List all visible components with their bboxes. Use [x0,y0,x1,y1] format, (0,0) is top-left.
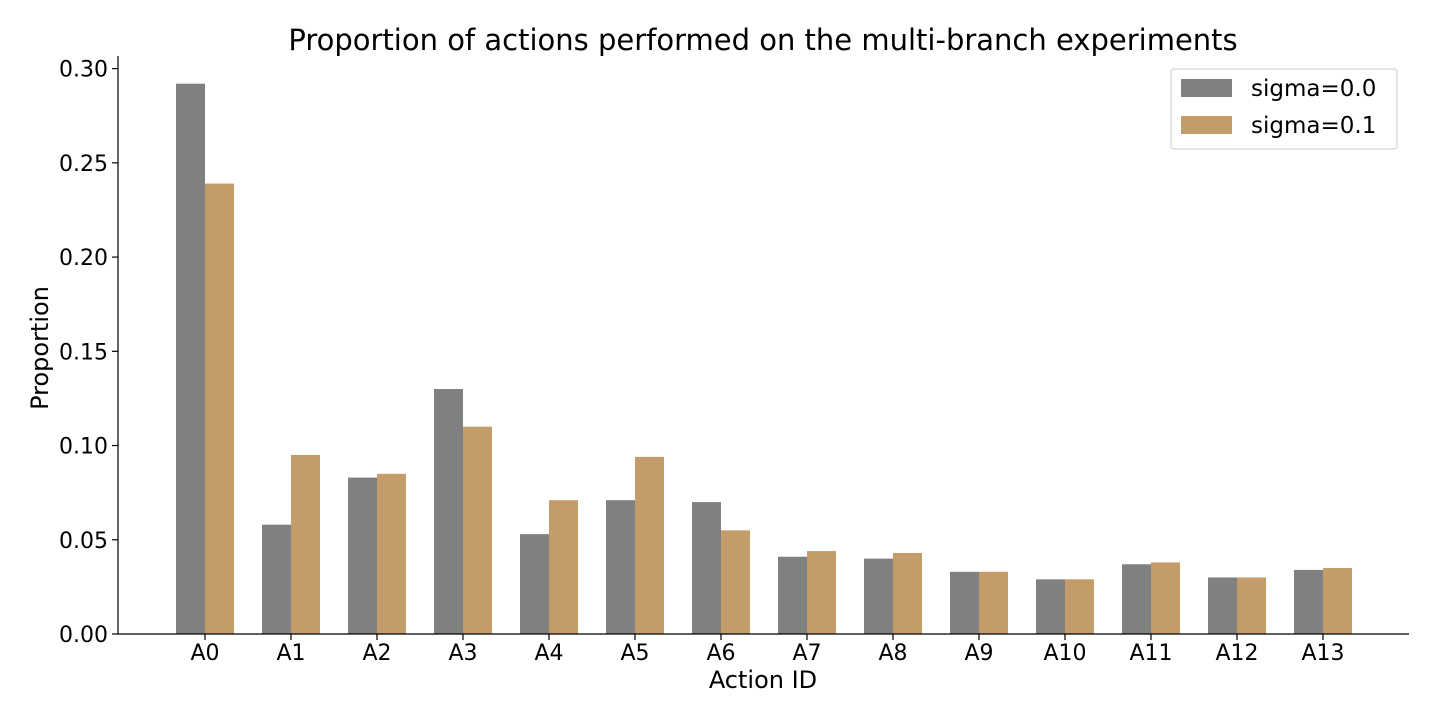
y-tick-label: 0.30 [59,58,108,83]
x-tick-label: A10 [1043,641,1086,666]
bar-A6-series-0 [692,502,721,634]
bar-A1-series-1 [291,454,320,634]
bar-A8-series-0 [864,558,893,634]
bar-A5-series-1 [635,456,664,634]
bar-A8-series-1 [893,552,922,634]
x-tick-label: A4 [534,641,563,666]
bar-A3-series-0 [434,389,463,634]
x-tick-label: A13 [1301,641,1344,666]
y-tick-label: 0.25 [59,152,108,177]
bar-A7-series-0 [778,556,807,634]
legend-swatch-0 [1181,79,1232,97]
x-tick-label: A1 [276,641,305,666]
bar-A11-series-0 [1122,564,1151,634]
x-tick-label: A9 [964,641,993,666]
x-tick-label: A8 [878,641,907,666]
bar-A4-series-1 [549,500,578,634]
x-tick-label: A11 [1129,641,1172,666]
bar-A5-series-0 [606,500,635,634]
bar-A10-series-0 [1036,579,1065,634]
y-tick-label: 0.05 [59,529,108,554]
y-tick-label: 0.10 [59,435,108,460]
x-tick-label: A7 [792,641,821,666]
bar-A9-series-1 [979,571,1008,634]
bar-A2-series-1 [377,473,406,634]
bar-A13-series-0 [1294,569,1323,634]
x-axis-label: Action ID [709,666,817,694]
bar-A12-series-0 [1208,577,1237,634]
bar-A3-series-1 [463,426,492,634]
bar-A13-series-1 [1323,568,1352,634]
bar-A1-series-0 [262,524,291,634]
bar-A11-series-1 [1151,562,1180,634]
bar-A9-series-0 [950,571,979,634]
bar-A12-series-1 [1237,577,1266,634]
bar-A6-series-1 [721,530,750,634]
legend-swatch-1 [1181,116,1232,134]
bar-A10-series-1 [1065,579,1094,634]
y-tick-label: 0.00 [59,623,108,648]
x-tick-label: A2 [362,641,391,666]
y-tick-label: 0.20 [59,246,108,271]
x-tick-label: A5 [620,641,649,666]
x-tick-label: A12 [1215,641,1258,666]
x-ticks-group: A0 A1 A2 A3 A4 A5 A6 A7 A8 A9 A10 A11 A12 A13 [190,634,1345,666]
x-tick-label: A3 [448,641,477,666]
x-tick-label: A6 [706,641,735,666]
bar-A0-series-0 [176,83,205,634]
bar-A7-series-1 [807,551,836,634]
legend-label-0: sigma=0.0 [1251,76,1376,102]
y-ticks-group: 0.00 0.05 0.10 0.15 0.20 0.25 0.30 [59,58,118,648]
legend: sigma=0.0 sigma=0.1 [1170,68,1398,150]
y-axis-label: Proportion [26,286,54,410]
bar-A0-series-1 [205,183,234,634]
x-tick-label: A0 [190,641,219,666]
bars-group [176,83,1352,634]
y-tick-label: 0.15 [59,340,108,365]
chart-title: Proportion of actions performed on the m… [288,23,1237,57]
bar-A2-series-0 [348,477,377,634]
bar-A4-series-0 [520,534,549,634]
legend-label-1: sigma=0.1 [1251,113,1376,139]
